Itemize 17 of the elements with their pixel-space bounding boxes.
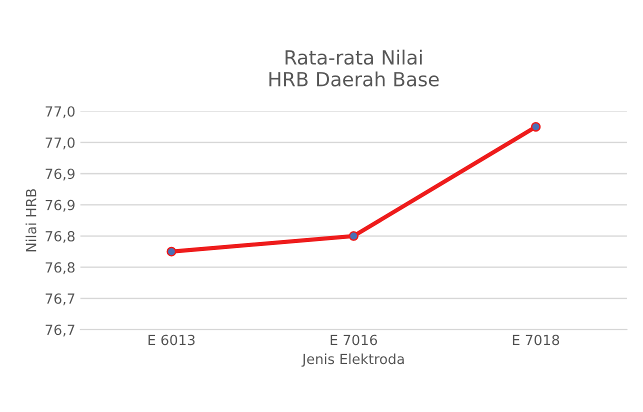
y-axis-title: Nilai HRB	[26, 189, 36, 252]
y-tick-label: 76,9	[46, 168, 75, 181]
y-tick-label: 76,7	[46, 293, 74, 306]
point	[530, 122, 541, 132]
y-tick-label: 76,9	[46, 200, 75, 212]
point	[348, 231, 359, 241]
y-tick-label: 77,0	[46, 137, 75, 150]
y-tick-label: 76,7	[46, 324, 74, 336]
point	[166, 246, 176, 256]
x-tick-label: E 6013	[148, 334, 195, 346]
y-tick-label: 77,0	[46, 106, 75, 118]
chart-title: Rata-rata Nilai HRB Daerah Base	[269, 50, 439, 87]
y-tick-label: 76,8	[46, 230, 75, 243]
y-tick-label: 76,8	[46, 262, 75, 274]
x-tick-label: E 7018	[512, 334, 560, 346]
x-axis-title: Jenis Elektroda	[302, 353, 404, 367]
x-tick-label: E 7016	[330, 334, 378, 346]
